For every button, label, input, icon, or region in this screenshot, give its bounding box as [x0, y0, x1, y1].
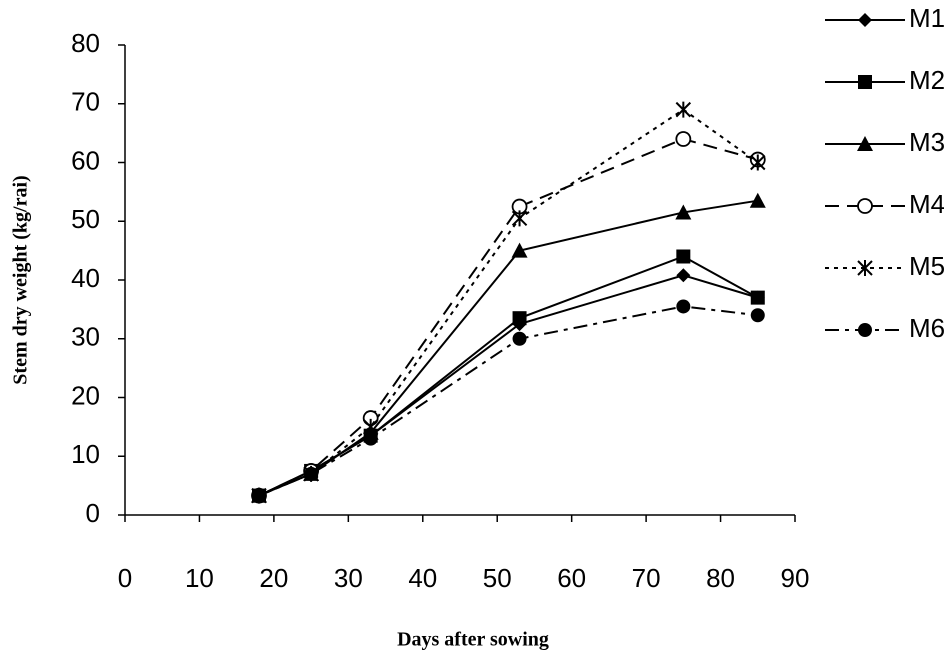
data-point [676, 299, 690, 313]
y-tick-label: 80 [71, 28, 100, 58]
x-tick-label: 30 [334, 563, 363, 593]
data-point [513, 210, 527, 226]
x-tick-label: 90 [781, 563, 810, 593]
y-tick-label: 10 [71, 439, 100, 469]
x-tick-label: 0 [118, 563, 132, 593]
legend-label: M3 [909, 127, 944, 157]
x-axis-title: Days after sowing [397, 629, 549, 651]
page: Days after sowing Stem dry weight (kg/ra… [0, 0, 944, 657]
series-line [259, 139, 758, 496]
legend-marker [858, 260, 872, 276]
data-point [676, 132, 690, 146]
data-point [364, 432, 378, 446]
x-tick-label: 70 [632, 563, 661, 593]
legend-label: M6 [909, 313, 944, 343]
data-point [751, 291, 765, 305]
legend-label: M2 [909, 65, 944, 95]
data-point [750, 193, 766, 208]
y-tick-label: 20 [71, 380, 100, 410]
data-point [676, 268, 690, 282]
chart: Days after sowing Stem dry weight (kg/ra… [0, 0, 944, 657]
series-line [259, 306, 758, 495]
data-point [513, 311, 527, 325]
series-line [259, 201, 758, 496]
legend-label: M4 [909, 189, 944, 219]
x-tick-label: 80 [706, 563, 735, 593]
legend-marker [858, 13, 872, 27]
legend-marker [858, 75, 872, 89]
legend-label: M5 [909, 251, 944, 281]
x-tick-label: 20 [259, 563, 288, 593]
legend-label: M1 [909, 3, 944, 33]
x-tick-label: 40 [408, 563, 437, 593]
y-tick-label: 60 [71, 145, 100, 175]
x-tick-label: 50 [483, 563, 512, 593]
data-point [676, 250, 690, 264]
data-point [304, 467, 318, 481]
y-tick-label: 30 [71, 322, 100, 352]
legend-marker [858, 199, 872, 213]
x-tick-label: 10 [185, 563, 214, 593]
data-point [676, 102, 690, 118]
y-tick-label: 40 [71, 263, 100, 293]
y-tick-label: 0 [86, 498, 100, 528]
legend-marker [858, 323, 872, 337]
data-point [513, 332, 527, 346]
y-axis-title: Stem dry weight (kg/rai) [10, 175, 32, 384]
x-tick-label: 60 [557, 563, 586, 593]
data-point [751, 308, 765, 322]
y-tick-label: 50 [71, 204, 100, 234]
y-tick-label: 70 [71, 87, 100, 117]
data-point [252, 489, 266, 503]
